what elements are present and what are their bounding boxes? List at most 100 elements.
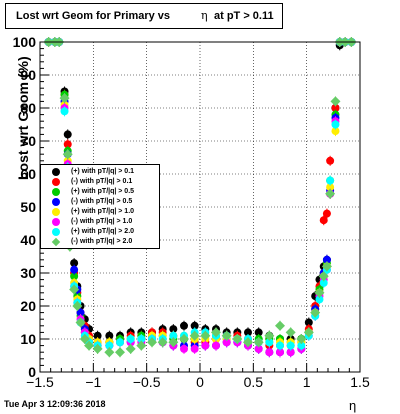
- data-point: [331, 104, 340, 112]
- data-point: [321, 261, 332, 272]
- y-tick-label: 20: [20, 298, 36, 314]
- y-tick-label: 70: [20, 133, 36, 149]
- y-tick-label: 100: [13, 34, 37, 50]
- data-point: [264, 330, 275, 341]
- y-tick-label: 0: [28, 364, 36, 380]
- legend: (+) with pT/|q| > 0.1 (-) with pT/|q| > 0…: [40, 164, 160, 249]
- data-point: [147, 337, 157, 348]
- data-point: [180, 321, 188, 330]
- data-point: [62, 149, 73, 160]
- data-point: [125, 343, 136, 354]
- legend-marker: [52, 178, 60, 186]
- data-point: [318, 271, 329, 282]
- x-tick-label: −1.5: [26, 374, 54, 390]
- data-point: [319, 216, 328, 225]
- data-point: [79, 334, 90, 344]
- data-point: [325, 188, 336, 199]
- data-point: [157, 337, 168, 348]
- data-point: [221, 330, 232, 341]
- data-point: [75, 317, 86, 328]
- data-point: [115, 347, 125, 358]
- data-point: [60, 107, 69, 116]
- legend-entry: (+) with pT/|q| > 0.5: [41, 187, 159, 197]
- data-point: [105, 341, 114, 350]
- data-point: [201, 341, 210, 350]
- legend-entry: (+) with pT/|q| > 2.0: [41, 227, 159, 237]
- data-point: [200, 330, 211, 341]
- x-tick-label: −1: [85, 374, 101, 390]
- data-point: [136, 340, 147, 351]
- legend-entry: (+) with pT/|q| > 1.0: [41, 207, 159, 217]
- legend-marker: [51, 237, 61, 247]
- y-tick-label: 60: [20, 166, 36, 182]
- legend-label: (+) with pT/|q| > 0.5: [71, 188, 135, 195]
- data-point: [319, 278, 328, 287]
- tick-labels: −1.5 −1 −0.5 0 0.5 1 1.5 0 10 20 30 40 50 60 70 80 90 100: [13, 34, 370, 390]
- x-tick-label: −0.5: [133, 374, 161, 390]
- data-point: [69, 284, 80, 295]
- data-point: [116, 338, 124, 347]
- legend-label: (-) with pT/|q| > 1.0: [71, 218, 133, 225]
- y-tick-label: 30: [20, 265, 36, 281]
- x-tick-label: 1.5: [350, 374, 370, 390]
- data-point: [126, 335, 135, 343]
- legend-marker: [52, 198, 60, 206]
- data-point: [212, 341, 220, 350]
- data-point: [304, 318, 313, 327]
- data-point: [286, 348, 295, 357]
- data-point: [326, 176, 335, 185]
- timestamp-footer: Tue Apr 3 12:09:36 2018: [4, 399, 106, 409]
- data-point: [211, 327, 221, 338]
- data-point: [84, 340, 95, 351]
- data-point: [297, 341, 306, 350]
- data-point: [169, 331, 178, 340]
- data-point: [254, 328, 263, 337]
- data-point: [322, 209, 331, 218]
- legend-label: (-) with pT/|q| > 2.0: [71, 238, 133, 245]
- data-point: [137, 335, 146, 343]
- data-point: [189, 330, 200, 341]
- legend-label: (+) with pT/|q| > 1.0: [71, 208, 135, 215]
- data-point: [232, 334, 243, 344]
- y-tick-label: 10: [20, 331, 36, 347]
- data-point: [244, 328, 252, 337]
- data-point: [254, 344, 263, 353]
- legend-marker: [52, 188, 60, 196]
- data-point: [180, 344, 188, 353]
- legend-entry: (-) with pT/|q| > 0.5: [41, 197, 159, 207]
- data-point: [76, 308, 85, 317]
- y-axis-label: Lost wrt Geom (%): [15, 56, 31, 180]
- chart-title-part2: at pT > 0.11: [214, 10, 274, 22]
- x-tick-label: 0.5: [244, 374, 264, 390]
- data-point: [70, 259, 79, 268]
- data-point: [63, 130, 72, 139]
- data-point: [70, 272, 79, 281]
- data-point: [326, 156, 335, 165]
- x-tick-label: 0: [196, 374, 204, 390]
- data-point: [105, 331, 114, 340]
- y-tick-label: 90: [20, 67, 36, 83]
- data-point: [310, 307, 321, 318]
- legend-marker: [52, 228, 60, 236]
- y-tick-label: 40: [20, 232, 36, 248]
- data-point: [265, 348, 274, 357]
- legend-label: (-) with pT/|q| > 0.5: [71, 198, 133, 205]
- data-point: [303, 327, 314, 338]
- data-point: [169, 325, 178, 334]
- data-point: [222, 338, 231, 347]
- legend-entry: (-) with pT/|q| > 2.0: [41, 237, 159, 247]
- x-tick-label: 1: [303, 374, 311, 390]
- y-tick-label: 80: [20, 100, 36, 116]
- data-point: [275, 320, 285, 331]
- data-point: [265, 338, 274, 347]
- data-point: [286, 341, 295, 350]
- chart-title-eta: η: [201, 9, 208, 22]
- data-point: [93, 331, 102, 340]
- legend-label: (+) with pT/|q| > 0.1: [71, 168, 135, 175]
- data-point: [276, 348, 284, 357]
- data-point: [253, 337, 264, 348]
- data-point: [315, 295, 324, 304]
- legend-label: (+) with pT/|q| > 2.0: [71, 228, 135, 235]
- data-point: [179, 334, 189, 344]
- data-point: [331, 120, 340, 129]
